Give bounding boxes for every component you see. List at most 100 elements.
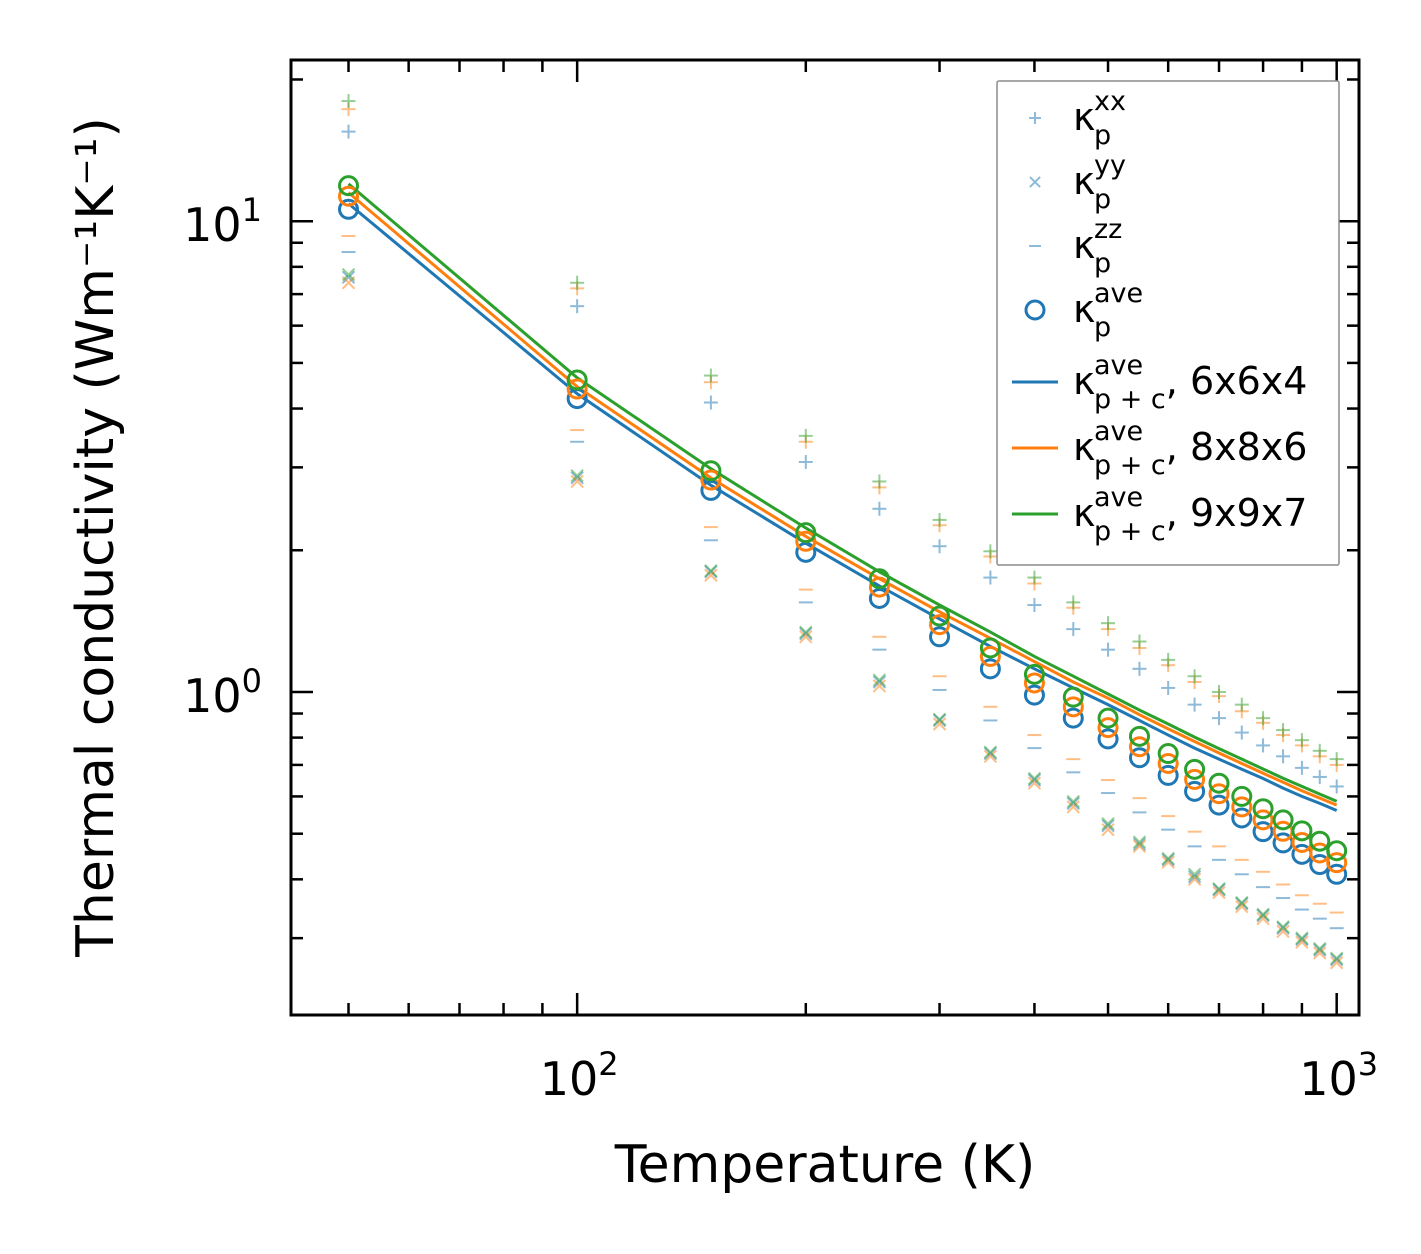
data-point [1023,663,1045,685]
data-point [932,712,947,726]
data-point [700,469,722,491]
data-point [1101,616,1116,631]
y-tick-label: 100 [183,662,262,723]
data-point [799,626,813,641]
data-point [1212,882,1226,896]
data-point [1027,771,1042,786]
series-kappa-p-yy-9x9x7 [341,267,1344,965]
data-point [1295,935,1309,949]
data-point [1212,711,1227,726]
data-point [1066,595,1081,610]
data-point [979,637,1001,659]
data-point [1027,773,1042,787]
data-point [1212,684,1227,699]
data-point [868,576,890,598]
data-point [872,474,887,489]
data-point [1313,946,1327,960]
series-kappa-p-ave-9x9x7 [338,175,1348,862]
data-point [872,673,887,687]
series-kappa-p-xx-6x6x4 [341,124,1344,794]
data-point [932,717,947,731]
data-point [1329,951,1344,965]
legend-label: κave p [1073,278,1143,343]
data-point [1312,743,1327,758]
data-point [338,175,360,197]
data-point [932,539,947,554]
data-point [1132,839,1147,854]
data-point [983,749,998,764]
data-point [341,270,356,285]
axes-frame [289,58,1361,1017]
data-point [1027,598,1042,613]
data-point [338,185,360,207]
data-point [929,614,951,636]
data-point [703,368,718,383]
series-line [347,182,1338,803]
data-point [798,454,813,469]
data-point [983,544,998,559]
data-point [1187,669,1202,684]
data-point [1295,931,1309,945]
legend-entry: κave p + c, 6x6x4 [1012,350,1307,415]
legend-label: κzz p [1073,214,1122,279]
data-point [868,568,890,590]
data-point [872,501,887,516]
data-point [1027,776,1042,790]
data-point [1326,863,1348,885]
data-point [1276,723,1291,738]
legend-marker [1029,112,1041,124]
legend-entry: κave p [1024,278,1143,343]
data-point [1128,747,1150,769]
series-kappa-p-zz-8x8x6 [341,235,1344,914]
data-point [570,469,584,483]
data-point [341,124,356,139]
data-point [1276,749,1291,764]
data-point [1272,809,1294,831]
y-axis-label: Thermal conductivity (Wm⁻¹K⁻¹) [66,117,126,958]
legend-box [996,80,1340,566]
data-point [1252,798,1274,820]
data-point [1101,822,1115,837]
series-kappa-p-zz-6x6x4 [341,251,1344,930]
data-point [1097,707,1119,729]
data-point [1128,736,1150,758]
legend-entry: κxx p [1029,86,1126,151]
x-tick-label: 103 [1299,1045,1378,1106]
series-line [347,191,1338,807]
data-point [1101,642,1116,657]
data-point [338,198,360,220]
data-point [1313,941,1327,956]
data-point [1184,758,1206,780]
data-point [932,512,947,527]
data-point [570,474,584,489]
data-point [1023,672,1045,694]
data-point [1184,768,1206,790]
data-point [1161,855,1175,869]
series-kappa-p-c-ave-6x6x4 [347,202,1338,812]
data-point [1161,652,1176,667]
data-point [1208,794,1230,816]
data-point [1329,779,1344,794]
tick-labels: 102 103 100 101 [183,191,1378,1106]
series-kappa-p-c-ave-8x8x6 [347,191,1338,807]
data-point [983,745,998,759]
data-point [1128,725,1150,747]
data-point [868,587,890,609]
data-point [1234,725,1249,740]
data-point [872,679,887,693]
data-point [1097,728,1119,750]
data-point [700,460,722,482]
data-point [1066,800,1080,814]
data-point [1097,717,1119,739]
data-point [1187,697,1202,712]
data-point [1187,870,1202,884]
data-point [1062,686,1084,708]
series-line [347,202,1338,812]
data-point [1066,796,1080,811]
data-point [1101,817,1115,831]
data-point [1132,835,1147,849]
series-kappa-p-xx-9x9x7 [341,94,1344,767]
data-point [1066,794,1080,809]
data-point [1023,684,1045,706]
